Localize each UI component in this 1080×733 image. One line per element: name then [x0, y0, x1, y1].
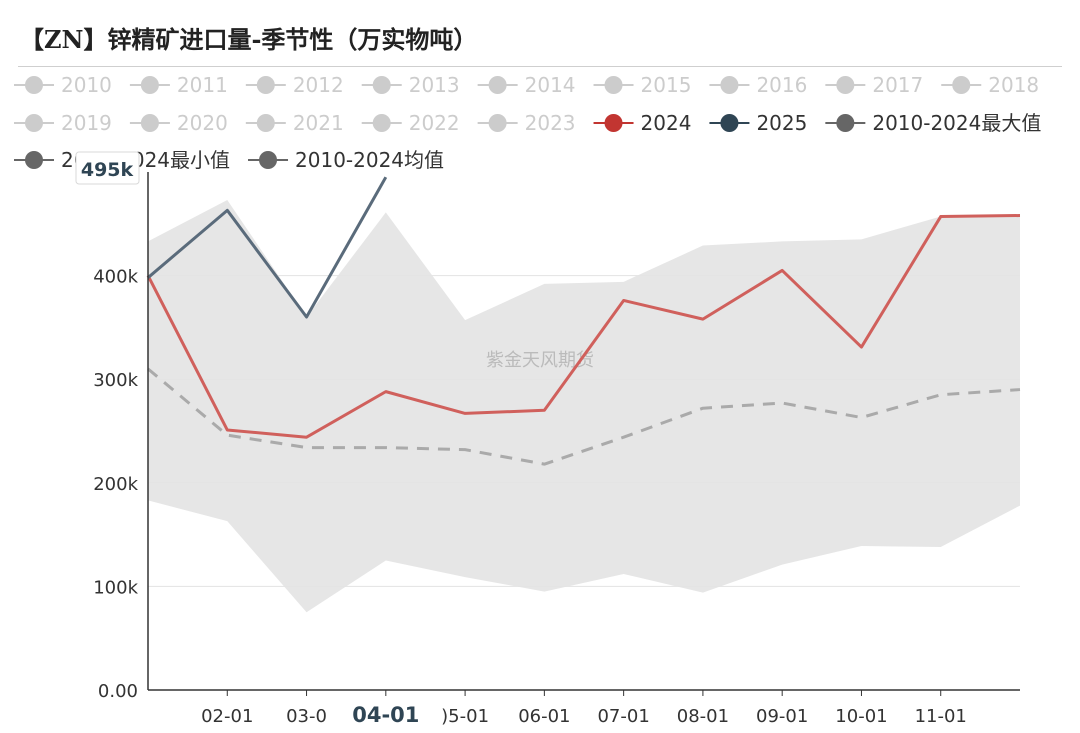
legend-label: 2016 [756, 73, 807, 97]
legend-marker [256, 76, 275, 94]
legend-label: 2018 [988, 73, 1039, 97]
tooltip-box [75, 151, 140, 185]
y-tick-label: 400k [93, 267, 138, 288]
x-tick-label: 11-01 [915, 706, 967, 727]
legend: 2010 2011 2012 2013 2014 2015 2016 2017 2018 2019… [14, 73, 1041, 172]
y-tick-label: 0.00 [98, 681, 138, 702]
legend-marker [604, 76, 623, 94]
legend-label: 2019 [61, 111, 112, 135]
legend-label: 2024 [641, 111, 692, 135]
legend-marker [488, 76, 507, 94]
legend-item-2021: 2021 [245, 111, 344, 135]
x-tick-label: 03-0 [286, 706, 327, 727]
legend-label: 2022 [409, 111, 460, 135]
legend-item-2012: 2012 [245, 73, 344, 97]
legend-item-2020: 2020 [129, 111, 228, 135]
legend-label: 2021 [293, 111, 344, 135]
legend-item-2013: 2013 [361, 73, 460, 97]
x-tick-label: 10-01 [835, 706, 887, 727]
legend-item-2019: 2019 [14, 111, 112, 135]
max-min-band [148, 199, 1020, 613]
legend-marker [836, 114, 855, 132]
legend-item-2010-2024最大值: 2010-2024最大值 [825, 111, 1041, 135]
legend-marker [25, 76, 43, 94]
legend-marker [25, 151, 43, 169]
x-tick-label: 06-01 [518, 706, 570, 727]
legend-item-2015: 2015 [593, 73, 692, 97]
legend-label: 2013 [409, 73, 460, 97]
legend-marker [952, 76, 971, 94]
legend-marker [720, 114, 739, 132]
x-tick-label: )5-01 [441, 706, 489, 727]
legend-label: 2010-2024均值 [295, 148, 444, 172]
legend-marker [25, 114, 43, 132]
legend-label: 2017 [872, 73, 923, 97]
legend-item-2011: 2011 [129, 73, 228, 97]
x-tick-label-highlighted: 04-01 [352, 703, 419, 727]
grid-layer [148, 275, 1020, 587]
legend-label: 2010-2024最大值 [872, 111, 1041, 135]
title-divider [18, 66, 1062, 67]
legend-item-2017: 2017 [825, 73, 923, 97]
legend-marker [140, 114, 159, 132]
legend-marker [256, 114, 275, 132]
legend-item-2023: 2023 [477, 111, 576, 135]
legend-marker [720, 76, 739, 94]
axis-layer: 0.00 100k 200k 300k 400k 02-01 03-0 04-01 )5-01 0… [93, 172, 1020, 727]
series-layer [146, 176, 1021, 466]
legend-item-2025: 2025 [709, 111, 807, 135]
x-tick-label: 09-01 [756, 706, 808, 727]
y-tick-label: 300k [93, 370, 138, 391]
legend-label: 2011 [177, 73, 228, 97]
series-line-2025 [147, 176, 388, 319]
legend-item-2014: 2014 [477, 73, 576, 97]
legend-marker [140, 76, 159, 94]
legend-item-2010: 2010 [14, 73, 112, 97]
legend-label: 2010 [61, 73, 112, 97]
legend-marker [836, 76, 855, 94]
legend-marker [488, 114, 507, 132]
legend-label: 2014 [525, 73, 576, 97]
legend-label: 2012 [293, 73, 344, 97]
x-tick-label: 07-01 [597, 706, 649, 727]
legend-marker [372, 76, 391, 94]
legend-marker [372, 114, 391, 132]
legend-label: 2020 [177, 111, 228, 135]
legend-item-2022: 2022 [361, 111, 460, 135]
legend-item-2018: 2018 [941, 73, 1039, 97]
legend-marker [259, 151, 278, 169]
legend-marker [604, 114, 623, 132]
tooltip-value: 495k [81, 159, 134, 181]
axis-pointer-tooltip: 495k [75, 151, 140, 185]
x-tick-label: 08-01 [677, 706, 729, 727]
legend-label: 2025 [756, 111, 807, 135]
series-line-2024 [146, 214, 1021, 439]
chart-title: 【ZN】锌精矿进口量-季节性（万实物吨） [20, 25, 478, 54]
legend-item-2010-2024均值: 2010-2024均值 [248, 148, 444, 172]
y-tick-label: 200k [93, 474, 138, 495]
legend-item-2016: 2016 [709, 73, 807, 97]
max-min-band-layer [148, 199, 1020, 613]
watermark: 紫金天风期货 [486, 350, 594, 371]
series-line-2010-2024均值 [147, 367, 1021, 466]
y-tick-label: 100k [93, 577, 138, 598]
x-tick-label: 02-01 [201, 706, 253, 727]
legend-label: 2015 [641, 73, 692, 97]
legend-label: 2023 [525, 111, 576, 135]
legend-item-2024: 2024 [593, 111, 692, 135]
